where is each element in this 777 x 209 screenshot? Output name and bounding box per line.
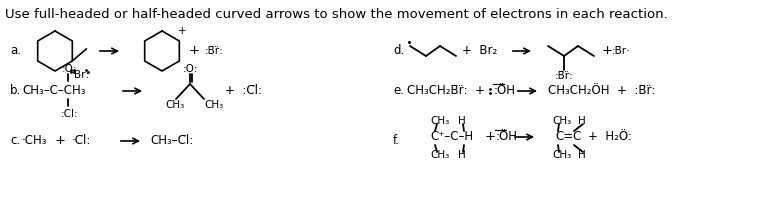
Text: Br:: Br: [75,70,89,80]
Text: d.: d. [393,45,404,57]
Text: CH₃–C–CH₃: CH₃–C–CH₃ [22,84,85,98]
Text: ·C̈l̈:: ·C̈l̈: [72,135,92,148]
Text: C=C: C=C [555,130,581,144]
Text: C⁺–C–H: C⁺–C–H [430,130,473,144]
Text: CH₃: CH₃ [165,100,184,110]
Text: b.: b. [10,84,21,98]
Text: CH₃: CH₃ [204,100,223,110]
Text: +: + [485,130,496,144]
Text: CH₃: CH₃ [552,150,571,160]
Text: :O:: :O: [183,64,198,74]
Text: +: + [189,45,200,57]
Text: H: H [578,150,586,160]
Text: CH₃: CH₃ [430,116,449,126]
Text: +  :C̈l̈:: + :C̈l̈: [225,84,262,98]
Text: CH₃–C̈l̈:: CH₃–C̈l̈: [150,135,193,148]
Text: :B̈r̈:: :B̈r̈: [205,46,224,56]
Text: H: H [458,150,465,160]
Text: H: H [458,116,465,126]
Text: :ÖH: :ÖH [496,130,518,144]
Text: :Ȯ:: :Ȯ: [62,64,78,74]
Text: f.: f. [393,135,400,148]
Text: :Cl:: :Cl: [61,109,78,119]
Text: CH₃: CH₃ [552,116,571,126]
Text: c.: c. [10,135,20,148]
Text: +: + [54,135,65,148]
Text: +: + [178,26,186,36]
Text: +  Br₂: + Br₂ [462,45,497,57]
Text: Use full-headed or half-headed curved arrows to show the movement of electrons i: Use full-headed or half-headed curved ar… [5,8,667,21]
Text: CH₃CH₂ÖH  +  :B̈r̈:: CH₃CH₂ÖH + :B̈r̈: [548,84,656,98]
Text: +: + [602,45,613,57]
Text: +  H₂Ö:: + H₂Ö: [588,130,632,144]
Text: a.: a. [10,45,21,57]
Text: :ÖH: :ÖH [494,84,516,98]
Text: :B̈r̈:: :B̈r̈: [555,71,573,81]
Text: ·CH₃: ·CH₃ [22,135,47,148]
Text: CH₃: CH₃ [430,150,449,160]
Text: H: H [578,116,586,126]
Text: :B̈r·: :B̈r· [612,46,630,56]
Text: CH₃CH₂B̈r̈:  +: CH₃CH₂B̈r̈: + [407,84,485,98]
Text: e.: e. [393,84,404,98]
